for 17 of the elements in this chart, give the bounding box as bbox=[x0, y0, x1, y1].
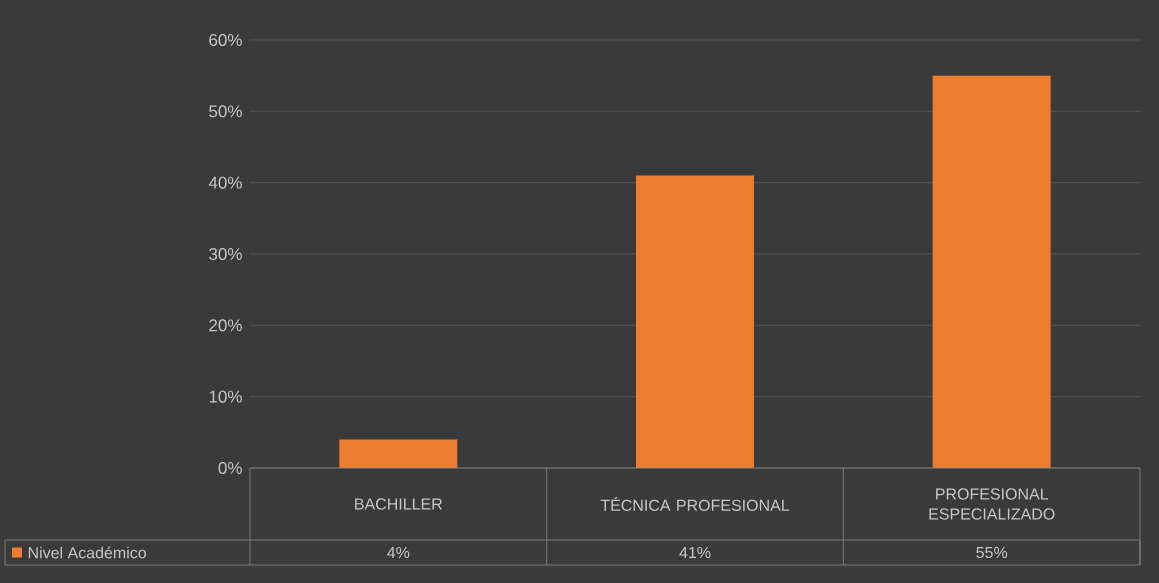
data-label: 55% bbox=[976, 546, 1008, 559]
y-tick-label: 30% bbox=[209, 247, 242, 261]
y-tick-label: 60% bbox=[209, 33, 242, 47]
bar bbox=[339, 439, 458, 468]
legend-label: Nivel Académico bbox=[28, 546, 146, 559]
y-tick-label: 0% bbox=[218, 461, 242, 475]
data-label: 4% bbox=[387, 546, 410, 559]
data-label: 41% bbox=[679, 546, 711, 559]
y-tick-label: 40% bbox=[208, 176, 242, 189]
bar bbox=[932, 75, 1051, 468]
x-tick-label: TÉCNICA PROFESIONAL bbox=[600, 496, 790, 511]
y-tick-label: 20% bbox=[209, 319, 242, 332]
bar bbox=[636, 175, 754, 468]
y-tick-label: 50% bbox=[209, 105, 242, 118]
x-tick-label: PROFESIONAL ESPECIALIZADO bbox=[929, 488, 1055, 520]
x-tick-label: BACHILLER bbox=[355, 498, 443, 510]
y-tick-label: 10% bbox=[209, 390, 242, 403]
